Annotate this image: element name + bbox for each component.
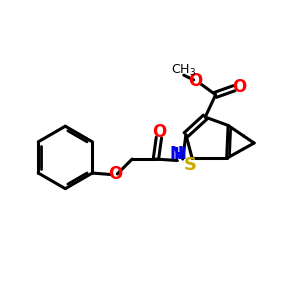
Text: O: O: [108, 165, 122, 183]
Text: CH$_3$: CH$_3$: [171, 63, 196, 78]
Text: H: H: [174, 146, 187, 161]
Text: O: O: [232, 78, 247, 96]
Text: O: O: [152, 123, 167, 141]
Text: O: O: [188, 71, 203, 89]
Text: N: N: [170, 145, 184, 163]
Text: S: S: [184, 156, 197, 174]
